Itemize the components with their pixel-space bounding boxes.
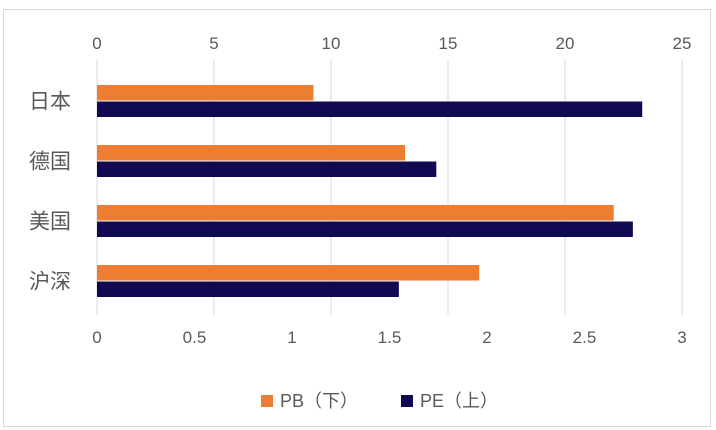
legend-swatch [401, 395, 413, 407]
top-axis-tick-label: 10 [322, 34, 341, 53]
legend-label: PE（上） [420, 391, 498, 411]
bottom-axis-tick-label: 2 [482, 328, 491, 347]
pe-bar [97, 161, 437, 177]
category-label: 沪深 [29, 270, 71, 294]
bottom-axis-tick-label: 0.5 [183, 328, 207, 347]
legend-label: PB（下） [280, 391, 358, 411]
legend-swatch [261, 395, 273, 407]
bottom-axis-tick-label: 2.5 [573, 328, 597, 347]
top-axis-tick-label: 0 [92, 34, 101, 53]
top-axis-tick-label: 25 [673, 34, 692, 53]
pe-bar [97, 221, 633, 237]
pb-bar [97, 145, 406, 161]
pb-bar [97, 85, 314, 101]
category-label: 德国 [29, 150, 71, 174]
bottom-axis-tick-label: 0 [92, 328, 101, 347]
category-label: 日本 [29, 90, 71, 114]
pe-bar [97, 281, 399, 297]
bottom-axis-tick-label: 1.5 [378, 328, 402, 347]
category-label: 美国 [29, 210, 71, 234]
pb-bar [97, 205, 614, 221]
pe-bar [97, 101, 643, 117]
top-axis-tick-label: 20 [556, 34, 575, 53]
pb-bar [97, 265, 480, 281]
top-axis-tick-label: 15 [439, 34, 458, 53]
bottom-axis-tick-label: 1 [287, 328, 296, 347]
top-axis-tick-label: 5 [209, 34, 218, 53]
bottom-axis-tick-label: 3 [677, 328, 686, 347]
